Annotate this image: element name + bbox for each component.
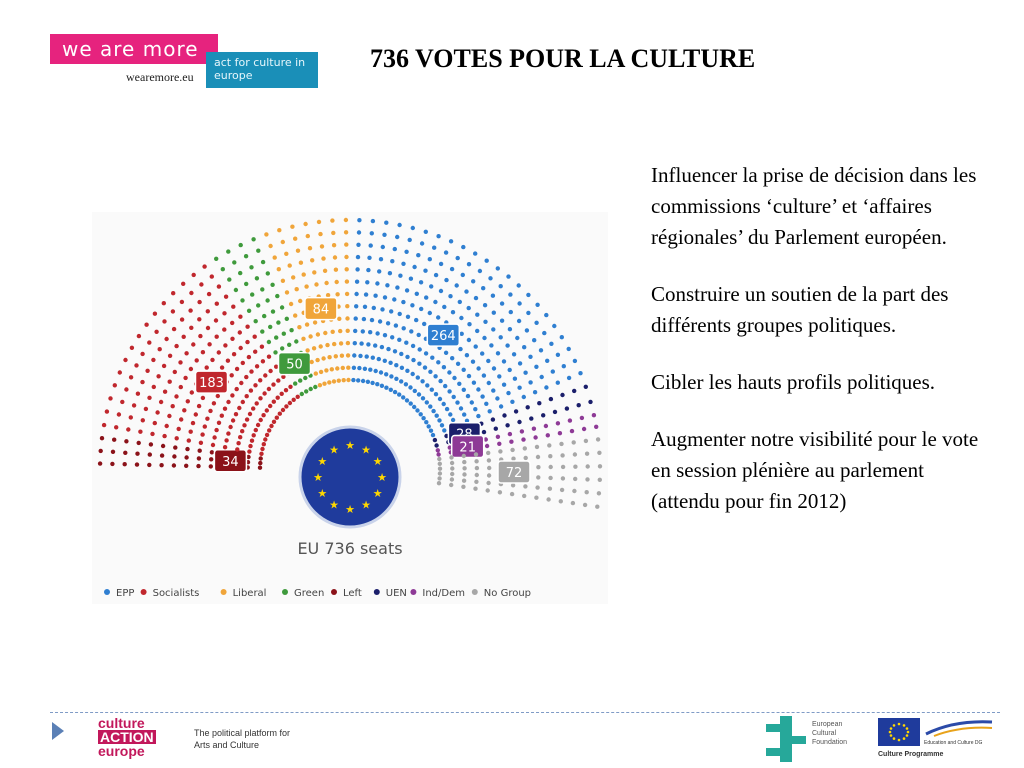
svg-text:★: ★ [329, 499, 339, 512]
svg-text:★: ★ [345, 439, 355, 452]
svg-text:★: ★ [361, 499, 371, 512]
culture-programme-label: Culture Programme [878, 751, 944, 758]
svg-text:34: 34 [222, 455, 239, 470]
ecf-line3: Foundation [812, 739, 848, 746]
svg-text:★: ★ [361, 443, 371, 456]
ecf-line2: Cultural [812, 730, 837, 737]
legend-item: EPP [104, 588, 134, 599]
legend-item: Ind/Dem [410, 588, 465, 599]
svg-text:★: ★ [373, 455, 383, 468]
svg-text:★: ★ [317, 455, 327, 468]
eu-emblem-icon: ★★★★★★★★★ ★ ★★ [298, 425, 402, 529]
paragraph-3: Cibler les hauts profils politiques. [651, 370, 936, 394]
cae-line2: ACTION [98, 729, 156, 745]
legend-item: UEN [373, 588, 407, 599]
eu-dg-label: Education and Culture DG [924, 740, 983, 746]
parliament-chart: 341835084264282172★★★★★★★★★★★★EU 736 sea… [92, 212, 608, 604]
wearemore-logo-main: we are more [50, 34, 218, 64]
segment-socialists [101, 264, 300, 456]
page-title: 736 VOTES POUR LA CULTURE [370, 44, 756, 73]
segment-no-group [436, 437, 603, 509]
svg-text:183: 183 [199, 376, 224, 391]
cae-line3: europe [98, 743, 145, 759]
cae-line1: culture [98, 715, 145, 731]
svg-text:84: 84 [313, 303, 330, 318]
svg-text:★: ★ [329, 443, 339, 456]
svg-text:264: 264 [431, 329, 456, 344]
svg-text:No Group: No Group [484, 588, 531, 599]
svg-text:★: ★ [313, 471, 323, 484]
wearemore-logo-tag: act for culture in europe [206, 52, 318, 88]
eu-flag-icon [878, 718, 920, 746]
svg-text:Ind/Dem: Ind/Dem [422, 588, 465, 599]
svg-text:21: 21 [459, 441, 476, 456]
seat-count-label: 264 [426, 323, 461, 347]
legend-item: Left [331, 588, 362, 599]
ecf-line1: European [812, 721, 843, 728]
culture-action-europe-logo: culture ACTION europe [98, 716, 174, 760]
legend-item: Socialists [140, 588, 200, 599]
svg-text:EPP: EPP [116, 588, 134, 599]
play-arrow-icon [52, 722, 64, 740]
seat-count-label: 21 [450, 434, 485, 459]
svg-text:UEN: UEN [386, 588, 407, 599]
segment-green [214, 237, 318, 397]
seat-count-label: 34 [213, 449, 248, 473]
body-text: Influencer la prise de décision dans les… [651, 160, 981, 543]
segment-epp [351, 218, 583, 438]
cae-tagline: The political platform for Arts and Cult… [194, 728, 291, 750]
svg-text:Left: Left [343, 588, 362, 599]
legend-item: Green [282, 588, 324, 599]
chart-center-label: EU 736 seats [297, 539, 402, 558]
footer-divider [50, 712, 1000, 713]
eu-culture-programme-logo: Education and Culture DG Culture Program… [878, 716, 998, 762]
ecf-logo: European Cultural Foundation [766, 716, 876, 762]
svg-text:★: ★ [377, 471, 387, 484]
paragraph-4: Augmenter notre visibilité pour le vote … [651, 427, 979, 513]
svg-text:72: 72 [506, 466, 523, 481]
paragraph-2: Construire un soutien de la part des dif… [651, 282, 949, 337]
wearemore-logo: we are more act for culture in europe we… [46, 30, 326, 100]
svg-text:Green: Green [294, 588, 324, 599]
svg-text:50: 50 [286, 358, 303, 373]
svg-text:★: ★ [345, 503, 355, 516]
legend-item: No Group [471, 588, 531, 599]
segment-liberal [264, 217, 351, 388]
svg-text:★: ★ [317, 487, 327, 500]
ecf-name: European Cultural Foundation [812, 720, 847, 747]
seat-count-label: 50 [277, 351, 312, 376]
svg-text:★: ★ [373, 487, 383, 500]
seat-count-label: 84 [304, 296, 338, 321]
chart-background [92, 212, 608, 604]
dg-swoosh-icon [925, 720, 993, 737]
wearemore-url: wearemore.eu [126, 70, 194, 84]
seat-count-label: 183 [194, 370, 229, 394]
legend-item: Liberal [220, 588, 267, 599]
chart-legend: EPP Socialists Liberal Green Left UEN Ind/Dem N… [104, 588, 531, 599]
paragraph-1: Influencer la prise de décision dans les… [651, 163, 977, 249]
seat-count-label: 72 [497, 460, 531, 484]
svg-text:Socialists: Socialists [153, 588, 200, 599]
svg-text:Liberal: Liberal [233, 588, 267, 599]
ecf-mark-icon [766, 716, 806, 762]
